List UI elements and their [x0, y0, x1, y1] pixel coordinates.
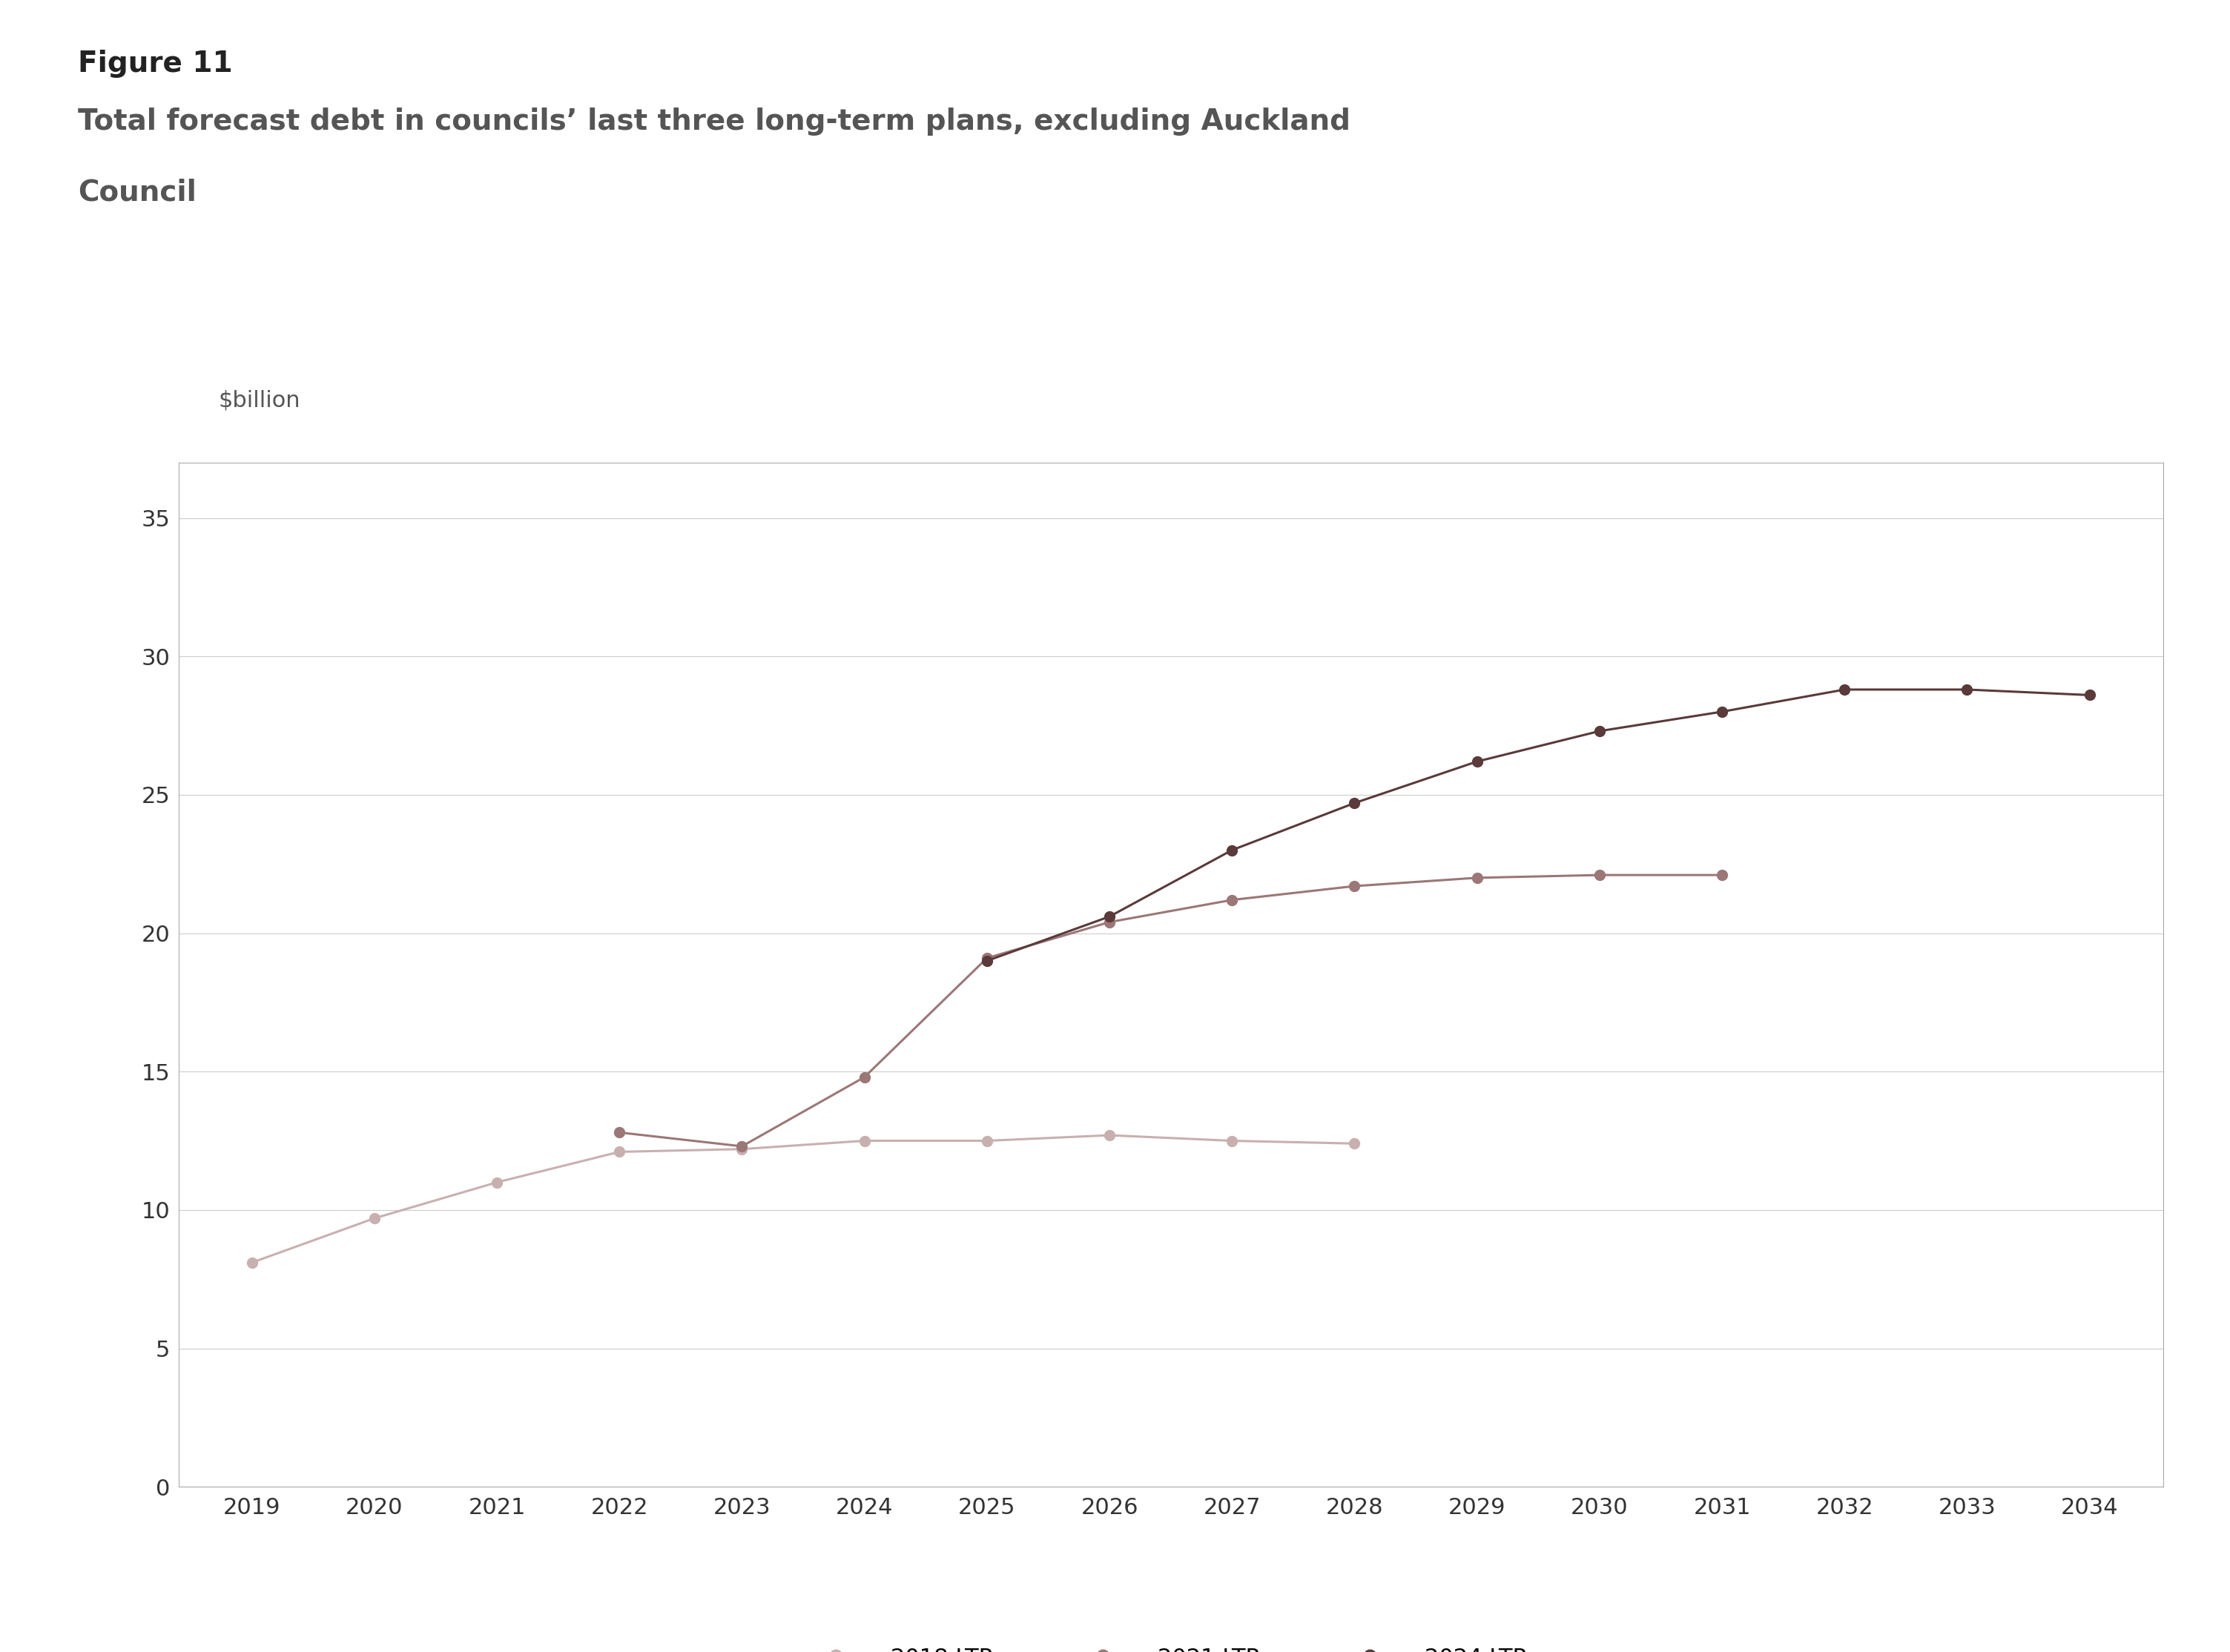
2021 LTPs	[1463, 867, 1490, 887]
2018 LTPs	[607, 1142, 633, 1161]
2021 LTPs	[1586, 866, 1612, 885]
2024 LTPs	[1340, 793, 1367, 813]
Legend: 2018 LTPs, 2021 LTPs, 2024 LTPs: 2018 LTPs, 2021 LTPs, 2024 LTPs	[794, 1635, 1548, 1652]
2018 LTPs	[239, 1252, 265, 1272]
2018 LTPs	[975, 1132, 1001, 1151]
2018 LTPs	[729, 1140, 756, 1160]
2018 LTPs	[484, 1173, 511, 1193]
2021 LTPs	[975, 948, 1001, 968]
2021 LTPs	[1097, 912, 1124, 932]
2024 LTPs	[1218, 841, 1244, 861]
2024 LTPs	[1097, 907, 1124, 927]
2021 LTPs	[852, 1067, 879, 1087]
Text: Total forecast debt in councils’ last three long-term plans, excluding Auckland: Total forecast debt in councils’ last th…	[78, 107, 1351, 135]
Text: Figure 11: Figure 11	[78, 50, 232, 78]
Line: 2024 LTPs: 2024 LTPs	[981, 684, 2094, 966]
2024 LTPs	[1831, 679, 1858, 699]
2024 LTPs	[1463, 752, 1490, 771]
2018 LTPs	[1218, 1132, 1244, 1151]
2021 LTPs	[607, 1123, 633, 1143]
2024 LTPs	[1708, 702, 1735, 722]
2021 LTPs	[1340, 876, 1367, 895]
2018 LTPs	[852, 1132, 879, 1151]
Line: 2018 LTPs: 2018 LTPs	[248, 1130, 1360, 1267]
2024 LTPs	[2076, 686, 2103, 705]
Text: $billion: $billion	[219, 390, 301, 411]
2018 LTPs	[361, 1208, 388, 1227]
2024 LTPs	[1953, 679, 1980, 699]
2024 LTPs	[1586, 722, 1612, 742]
Text: Council: Council	[78, 178, 196, 206]
2024 LTPs	[975, 952, 1001, 971]
Line: 2021 LTPs: 2021 LTPs	[613, 871, 1728, 1151]
2021 LTPs	[1218, 890, 1244, 910]
2021 LTPs	[729, 1137, 756, 1156]
2018 LTPs	[1097, 1125, 1124, 1145]
2018 LTPs	[1340, 1133, 1367, 1153]
2021 LTPs	[1708, 866, 1735, 885]
